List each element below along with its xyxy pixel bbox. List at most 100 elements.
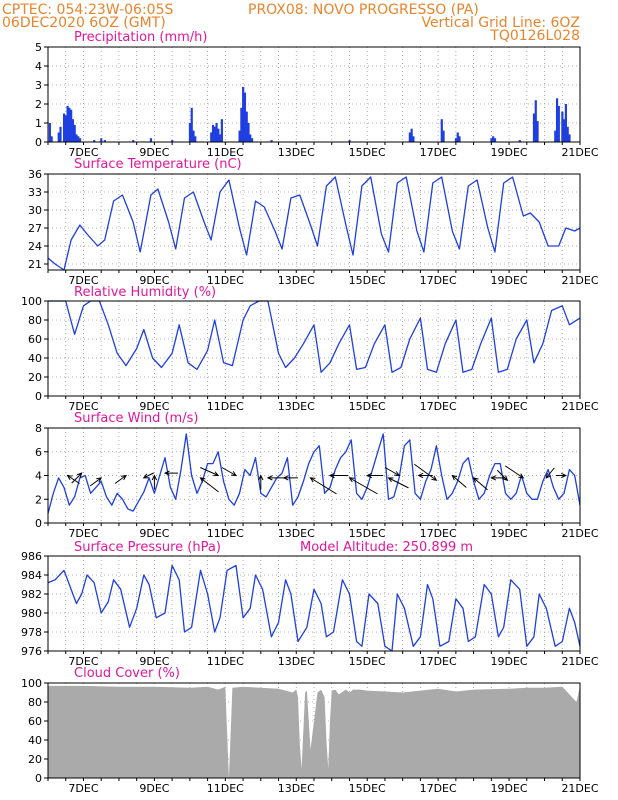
wind-vector-head bbox=[230, 471, 237, 477]
wind-series-line bbox=[47, 433, 581, 514]
cloud-cover-ytick-label: 80 bbox=[28, 696, 42, 709]
humidity-xtick-label: 21DEC bbox=[561, 400, 598, 413]
temperature-xtick-label: 21DEC bbox=[561, 274, 598, 287]
precipitation-bar bbox=[66, 105, 69, 142]
wind-title: Surface Wind (m/s) bbox=[74, 411, 198, 426]
precipitation-xtick-label: 15DEC bbox=[349, 146, 386, 159]
precipitation-bar bbox=[103, 140, 106, 142]
humidity-ytick-label: 0 bbox=[35, 390, 42, 403]
precipitation-bar bbox=[210, 132, 213, 142]
humidity-series-line bbox=[48, 300, 581, 373]
pressure-ytick-label: 976 bbox=[21, 645, 42, 658]
temperature-ytick-label: 33 bbox=[28, 186, 42, 199]
humidity-ytick-label: 80 bbox=[28, 314, 42, 327]
cloud-cover-area bbox=[48, 685, 580, 778]
precipitation-bar bbox=[412, 136, 415, 142]
precipitation-bar bbox=[442, 130, 445, 142]
wind-vector-head bbox=[96, 477, 103, 483]
wind-vector-head bbox=[561, 472, 567, 479]
wind-ytick-label: 6 bbox=[35, 446, 42, 459]
pressure-ytick-label: 980 bbox=[21, 607, 42, 620]
precipitation-bar bbox=[57, 132, 60, 142]
wind-vector-arrow bbox=[473, 477, 488, 491]
precipitation-xtick-label: 7DEC bbox=[68, 146, 98, 159]
precipitation-bar bbox=[70, 109, 73, 142]
precipitation-bar bbox=[64, 115, 67, 142]
temperature-xtick-label: 17DEC bbox=[420, 274, 457, 287]
precipitation-bar bbox=[555, 98, 559, 142]
precipitation-bar bbox=[536, 121, 539, 142]
precipitation-bar bbox=[77, 136, 80, 142]
precipitation-bar bbox=[75, 134, 78, 142]
wind-ytick-label: 2 bbox=[35, 493, 42, 506]
wind-vector-arrow bbox=[114, 475, 127, 484]
precipitation-bar bbox=[348, 140, 351, 142]
precipitation-bar bbox=[458, 136, 461, 142]
wind-vector-arrow bbox=[496, 469, 508, 481]
precipitation-bar bbox=[192, 130, 195, 142]
precipitation-bar bbox=[50, 136, 53, 142]
precipitation-bar bbox=[249, 134, 252, 142]
pressure-xtick-label: 13DEC bbox=[278, 655, 315, 668]
wind-vector-head bbox=[394, 471, 401, 477]
humidity-xtick-label: 15DEC bbox=[349, 400, 386, 413]
wind-vector-arrow bbox=[71, 472, 83, 484]
wind-vector-head bbox=[545, 472, 552, 479]
precipitation-xtick-label: 21DEC bbox=[561, 146, 598, 159]
wind-vector-arrow bbox=[349, 477, 378, 495]
precipitation-bar bbox=[132, 140, 135, 142]
precipitation-bar bbox=[59, 126, 62, 142]
wind-vector-arrow bbox=[384, 467, 400, 476]
precipitation-bar bbox=[219, 134, 222, 142]
temperature-xtick-label: 9DEC bbox=[139, 274, 169, 287]
precipitation-bar bbox=[561, 111, 564, 142]
cloud-cover-xtick-label: 7DEC bbox=[68, 782, 98, 795]
wind-xtick-label: 15DEC bbox=[349, 527, 386, 540]
precipitation-bar bbox=[220, 119, 223, 142]
precipitation-xtick-label: 13DEC bbox=[278, 146, 315, 159]
header-station-name: PROX08: NOVO PROGRESSO (PA) bbox=[248, 2, 479, 18]
wind-xtick-label: 9DEC bbox=[139, 527, 169, 540]
wind-vector-head bbox=[66, 474, 73, 481]
cloud-cover-xtick-label: 11DEC bbox=[207, 782, 244, 795]
pressure-xtick-label: 7DEC bbox=[68, 655, 98, 668]
wind-vector-head bbox=[282, 475, 289, 481]
precipitation-bar bbox=[563, 119, 566, 142]
humidity-xtick-label: 11DEC bbox=[207, 400, 244, 413]
wind-vector-head bbox=[502, 475, 509, 482]
precipitation-bar bbox=[245, 111, 248, 142]
precipitation-bar bbox=[240, 107, 243, 142]
precipitation-bar bbox=[534, 100, 537, 142]
wind-vector-head bbox=[76, 472, 83, 479]
temperature-ytick-label: 27 bbox=[28, 222, 42, 235]
wind-vector-head bbox=[348, 477, 355, 483]
wind-vector-head bbox=[309, 477, 316, 483]
wind-ytick-label: 0 bbox=[35, 517, 42, 530]
wind-xtick-label: 17DEC bbox=[420, 527, 457, 540]
humidity-xtick-label: 19DEC bbox=[491, 400, 528, 413]
wind-xtick-label: 11DEC bbox=[207, 527, 244, 540]
cloud-cover-xtick-label: 15DEC bbox=[349, 782, 386, 795]
precipitation-bar bbox=[100, 138, 103, 142]
pressure-xtick-label: 9DEC bbox=[139, 655, 169, 668]
humidity-ytick-label: 60 bbox=[28, 333, 42, 346]
cloud-cover-panel: Cloud Cover (%) 0 20 40 60 80 100 7DEC 9DEC 11DEC… bbox=[21, 666, 599, 795]
precipitation-ytick-label: 2 bbox=[35, 98, 42, 111]
wind-vector-head bbox=[258, 474, 264, 481]
wind-vector-arrow bbox=[200, 477, 219, 493]
wind-ytick-label: 8 bbox=[35, 422, 42, 435]
precipitation-bar bbox=[211, 124, 215, 142]
temperature-ytick-label: 30 bbox=[28, 204, 42, 217]
precipitation-xtick-label: 17DEC bbox=[420, 146, 457, 159]
wind-vector-head bbox=[151, 474, 158, 481]
precipitation-bar bbox=[78, 138, 82, 142]
cloud-cover-xtick-label: 21DEC bbox=[561, 782, 598, 795]
humidity-ytick-label: 100 bbox=[21, 295, 42, 308]
temperature-title: Surface Temperature (nC) bbox=[74, 157, 242, 172]
precipitation-bar bbox=[247, 123, 250, 142]
wind-vector-head bbox=[366, 472, 372, 479]
wind-vector-head bbox=[451, 474, 458, 481]
wind-vector-arrow bbox=[67, 475, 80, 484]
